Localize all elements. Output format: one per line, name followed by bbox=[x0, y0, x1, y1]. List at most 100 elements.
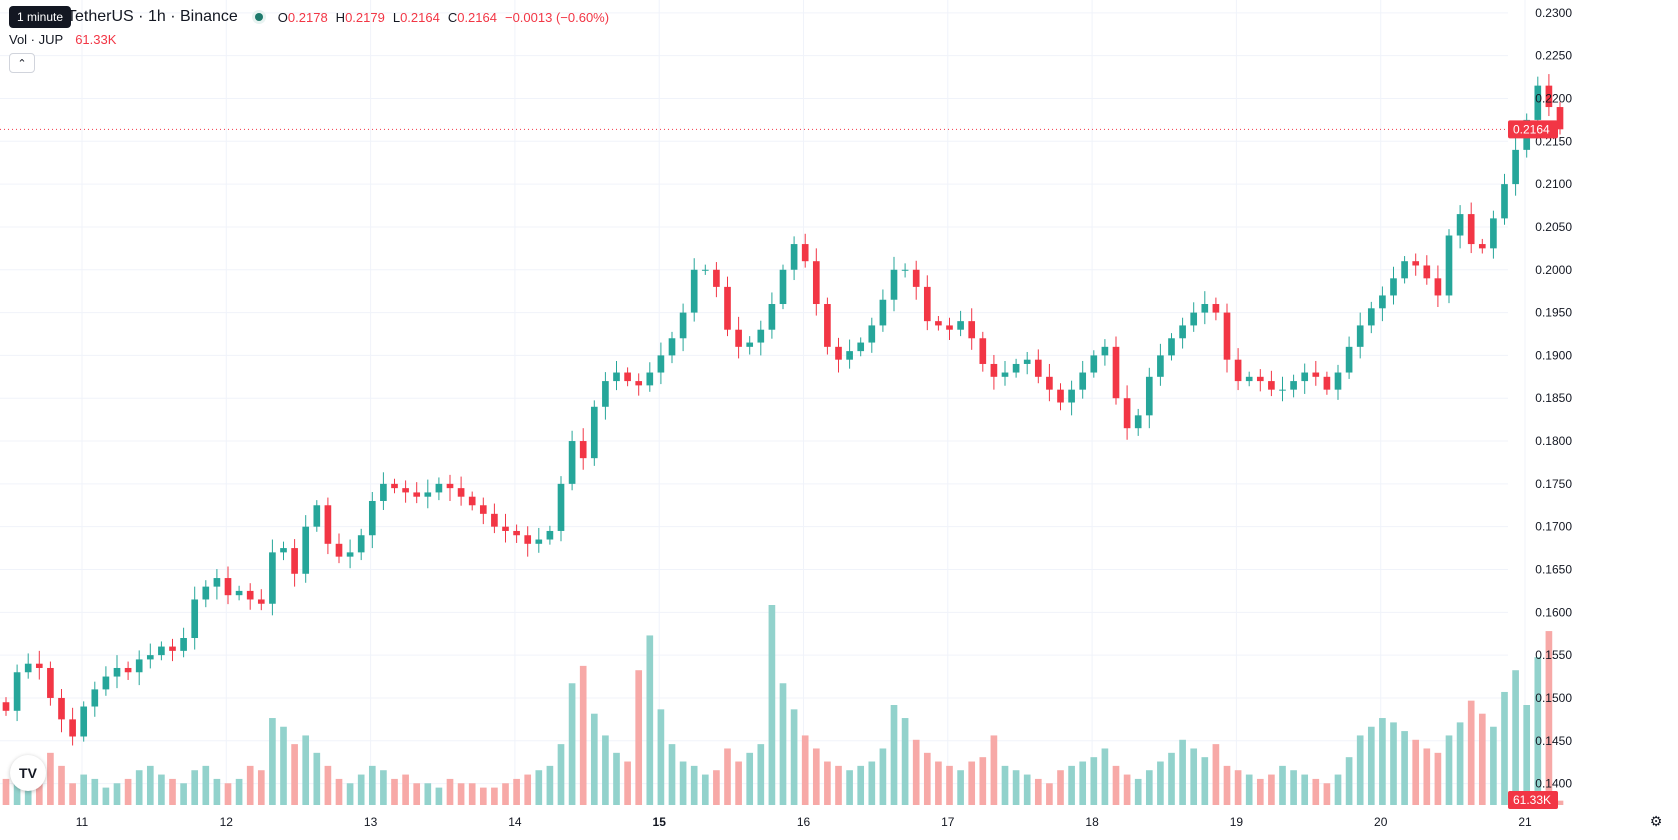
collapse-legend-button[interactable]: ⌃ bbox=[9, 53, 35, 73]
settings-icon[interactable]: ⚙ bbox=[1649, 812, 1663, 829]
candle-body bbox=[302, 526, 310, 574]
volume-bar bbox=[502, 783, 509, 805]
time-tick-label: 15 bbox=[653, 815, 667, 829]
volume-bar bbox=[1501, 691, 1508, 805]
candle-body bbox=[513, 530, 520, 536]
current-price-label: 0.2164 bbox=[1513, 122, 1550, 136]
volume-bar bbox=[291, 744, 298, 805]
volume-bar bbox=[812, 748, 820, 805]
volume-bar bbox=[302, 735, 310, 805]
candle-body bbox=[235, 590, 243, 596]
volume-bar bbox=[1279, 765, 1286, 805]
candle-body bbox=[257, 599, 265, 604]
volume-bar bbox=[1112, 765, 1120, 805]
candle-body bbox=[635, 381, 643, 386]
candle-body bbox=[1334, 372, 1342, 390]
volume-bar bbox=[790, 709, 798, 805]
candle-body bbox=[646, 372, 654, 386]
candle-body bbox=[1034, 359, 1042, 377]
volume-bar bbox=[1157, 761, 1164, 805]
candle-body bbox=[1023, 359, 1031, 364]
volume-bar bbox=[1123, 774, 1131, 805]
candle-body bbox=[912, 269, 920, 287]
volume-bar bbox=[990, 735, 998, 805]
price-tick-label: 0.1700 bbox=[1535, 520, 1572, 534]
price-tick-label: 0.1450 bbox=[1535, 734, 1572, 748]
candle-body bbox=[602, 381, 609, 407]
volume-bar bbox=[1379, 718, 1386, 805]
volume-bar bbox=[280, 726, 287, 805]
candle-body bbox=[124, 667, 132, 673]
volume-bar bbox=[657, 709, 665, 805]
volume-bar bbox=[1223, 765, 1231, 805]
candle-body bbox=[1279, 389, 1286, 391]
symbol-title[interactable]: TetherUS · 1h · Binance bbox=[67, 8, 238, 25]
candle-body bbox=[1467, 214, 1475, 245]
volume-bar bbox=[269, 718, 276, 805]
candle-body bbox=[446, 483, 454, 489]
volume-bar bbox=[613, 752, 620, 805]
price-tick-label: 0.1900 bbox=[1535, 348, 1572, 362]
volume-bar bbox=[1301, 774, 1309, 805]
candle-body bbox=[1290, 381, 1297, 390]
volume-bar bbox=[1023, 774, 1031, 805]
volume-bar bbox=[801, 735, 809, 805]
volume-bar bbox=[879, 748, 887, 805]
volume-bar bbox=[2, 778, 10, 805]
volume-bar bbox=[47, 752, 54, 805]
candle-body bbox=[1301, 372, 1309, 382]
volume-bar bbox=[912, 739, 920, 805]
volume-bar bbox=[1323, 783, 1331, 805]
open-label: O bbox=[277, 9, 288, 25]
candle-body bbox=[979, 338, 987, 364]
candle-body bbox=[557, 483, 565, 531]
candle-body bbox=[313, 505, 321, 527]
candle-body bbox=[35, 663, 43, 668]
candle-body bbox=[1401, 261, 1408, 279]
volume-bars bbox=[2, 605, 1564, 805]
market-status-icon[interactable] bbox=[251, 10, 266, 24]
time-tick-label: 14 bbox=[508, 815, 522, 829]
candles bbox=[2, 74, 1564, 746]
volume-bar bbox=[546, 765, 554, 805]
candle-body bbox=[491, 513, 498, 527]
time-axis[interactable]: 11 12 13 14 15 16 17 18 19 20 21 bbox=[76, 815, 1532, 829]
time-tick-label: 18 bbox=[1085, 815, 1099, 829]
candle-body bbox=[246, 590, 254, 600]
candle-body bbox=[269, 552, 276, 604]
volume-bar bbox=[524, 774, 532, 805]
candle-body bbox=[957, 321, 964, 330]
volume-bar bbox=[479, 787, 487, 805]
volume-bar bbox=[1101, 748, 1109, 805]
time-tick-label: 11 bbox=[76, 815, 89, 829]
volume-bar bbox=[1290, 770, 1297, 805]
volume-bar bbox=[1168, 752, 1175, 805]
volume-legend[interactable]: Vol · JUP 61.33K bbox=[9, 32, 116, 47]
price-axis[interactable]: 0.23000.22500.22000.21500.21000.20500.20… bbox=[1535, 6, 1572, 791]
candle-body bbox=[191, 599, 199, 639]
candle-body bbox=[1256, 376, 1264, 382]
volume-bar bbox=[646, 635, 654, 805]
candle-body bbox=[968, 321, 976, 339]
volume-bar bbox=[468, 783, 476, 805]
candle-body bbox=[1545, 85, 1553, 108]
price-tick-label: 0.2100 bbox=[1535, 177, 1572, 191]
volume-bar bbox=[1534, 657, 1542, 805]
symbol-legend[interactable]: 1 minute TetherUS · 1h · Binance O0.2178… bbox=[9, 6, 609, 28]
volume-bar bbox=[701, 774, 709, 805]
time-tick-label: 17 bbox=[941, 815, 955, 829]
volume-bar bbox=[568, 683, 576, 805]
candle-body bbox=[346, 552, 354, 557]
volume-bar bbox=[746, 752, 754, 805]
volume-bar bbox=[713, 770, 720, 805]
volume-bar bbox=[391, 778, 398, 805]
candle-body bbox=[1445, 235, 1453, 296]
candle-body bbox=[102, 676, 110, 690]
candle-body bbox=[701, 269, 709, 271]
candle-body bbox=[757, 329, 765, 343]
tradingview-logo-icon[interactable]: TV bbox=[10, 755, 46, 791]
volume-bar bbox=[58, 765, 65, 805]
candle-body bbox=[857, 342, 865, 352]
